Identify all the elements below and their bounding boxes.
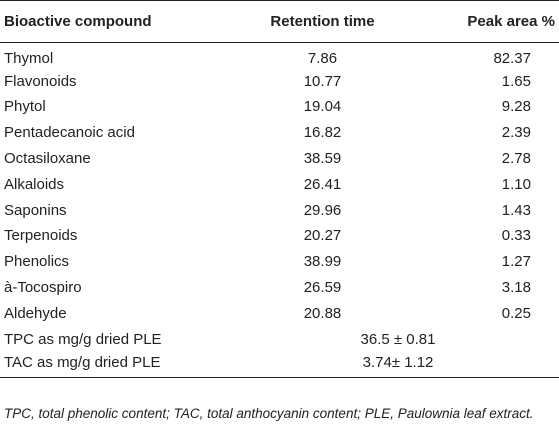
- table-row: Pentadecanoic acid 16.82 2.39: [0, 120, 559, 146]
- retention-time: 20.88: [303, 304, 342, 322]
- compound-table: Bioactive compound Retention time Peak a…: [0, 0, 559, 379]
- compound-name: Octasiloxane: [4, 150, 91, 168]
- table-row: Flavonoids 10.77 1.65: [0, 68, 559, 94]
- header-row: Bioactive compound Retention time Peak a…: [0, 0, 559, 43]
- summary-row: TAC as mg/g dried PLE 3.74± 1.12: [0, 352, 559, 379]
- compound-name: Thymol: [4, 50, 54, 68]
- header-compound: Bioactive compound: [0, 0, 205, 43]
- table-row: à-Tocospiro 26.59 3.18: [0, 275, 559, 301]
- summary-row: TPC as mg/g dried PLE 36.5 ± 0.81: [0, 326, 559, 352]
- summary-label: TAC as mg/g dried PLE: [0, 352, 205, 379]
- retention-time: 19.04: [303, 98, 342, 116]
- retention-time: 26.41: [303, 175, 342, 193]
- peak-area: 1.43: [501, 201, 531, 219]
- peak-area: 1.27: [501, 253, 531, 271]
- table-row: Saponins 29.96 1.43: [0, 197, 559, 223]
- retention-time: 16.82: [303, 124, 342, 142]
- retention-time: 26.59: [303, 279, 342, 297]
- compound-name: Terpenoids: [4, 227, 78, 245]
- compound-name: Saponins: [4, 201, 67, 219]
- peak-area: 3.18: [501, 279, 531, 297]
- compound-name: Alkaloids: [4, 175, 65, 193]
- compound-table-container: Bioactive compound Retention time Peak a…: [0, 0, 559, 379]
- retention-time: 7.86: [307, 50, 338, 68]
- peak-area: 1.65: [501, 72, 531, 90]
- table-body: Thymol 7.86 82.37 Flavonoids 10.77 1.65 …: [0, 43, 559, 379]
- table-header: Bioactive compound Retention time Peak a…: [0, 0, 559, 43]
- peak-area: 2.39: [501, 124, 531, 142]
- retention-time: 38.99: [303, 253, 342, 271]
- compound-name: Flavonoids: [4, 72, 77, 90]
- retention-time: 10.77: [303, 72, 342, 90]
- compound-name: Pentadecanoic acid: [4, 124, 135, 142]
- compound-name: à-Tocospiro: [4, 279, 82, 297]
- summary-value: 36.5 ± 0.81: [360, 330, 436, 348]
- compound-name: Phytol: [4, 98, 46, 116]
- peak-area: 0.25: [501, 304, 531, 322]
- table-footnote: TPC, total phenolic content; TAC, total …: [4, 406, 534, 421]
- header-retention-time: Retention time: [205, 0, 400, 43]
- summary-label: TPC as mg/g dried PLE: [4, 330, 162, 348]
- table-row: Phenolics 38.99 1.27: [0, 249, 559, 275]
- retention-time: 38.59: [303, 150, 342, 168]
- table-row: Aldehyde 20.88 0.25: [0, 300, 559, 326]
- table-row: Octasiloxane 38.59 2.78: [0, 146, 559, 172]
- table-row: Terpenoids 20.27 0.33: [0, 223, 559, 249]
- header-peak-area: Peak area %: [400, 0, 559, 43]
- table-row: Alkaloids 26.41 1.10: [0, 171, 559, 197]
- table-row: Phytol 19.04 9.28: [0, 94, 559, 120]
- peak-area: 82.37: [493, 50, 531, 68]
- retention-time: 20.27: [303, 227, 342, 245]
- summary-value: 3.74± 1.12: [205, 352, 559, 379]
- peak-area: 0.33: [501, 227, 531, 245]
- peak-area: 2.78: [501, 150, 531, 168]
- retention-time: 29.96: [303, 201, 342, 219]
- peak-area: 1.10: [501, 175, 531, 193]
- peak-area: 9.28: [501, 98, 531, 116]
- compound-name: Phenolics: [4, 253, 70, 271]
- table-row: Thymol 7.86 82.37: [0, 43, 559, 69]
- compound-name: Aldehyde: [4, 304, 67, 322]
